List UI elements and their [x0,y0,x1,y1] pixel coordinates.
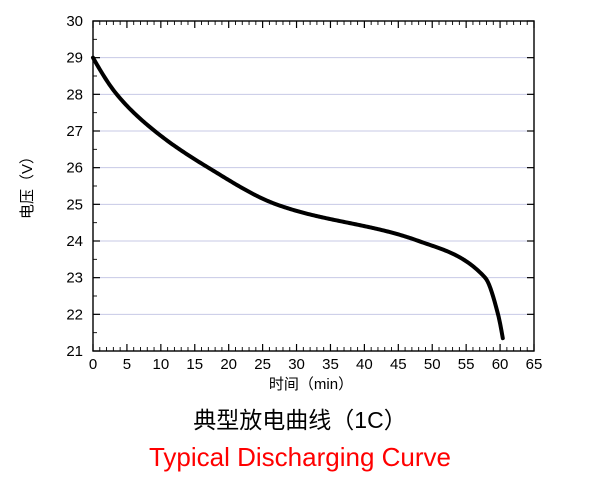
svg-text:15: 15 [186,356,203,373]
svg-text:5: 5 [123,356,131,373]
svg-text:21: 21 [66,343,83,360]
svg-text:65: 65 [526,356,543,373]
svg-text:55: 55 [458,356,475,373]
svg-text:22: 22 [66,306,83,323]
svg-text:27: 27 [66,123,83,140]
svg-text:典型放电曲线（1C）: 典型放电曲线（1C） [193,407,406,433]
svg-text:20: 20 [220,356,237,373]
svg-text:28: 28 [66,86,83,103]
svg-text:26: 26 [66,160,83,177]
svg-text:40: 40 [356,356,373,373]
svg-text:时间（min）: 时间（min） [269,376,353,393]
svg-text:29: 29 [66,50,83,67]
svg-text:电压（V）: 电压（V） [19,149,36,219]
svg-text:25: 25 [66,196,83,213]
svg-text:35: 35 [322,356,339,373]
svg-text:24: 24 [66,233,83,250]
svg-text:30: 30 [288,356,305,373]
svg-text:30: 30 [66,13,83,30]
svg-text:0: 0 [89,356,97,373]
svg-text:Typical Discharging Curve: Typical Discharging Curve [149,442,451,472]
svg-text:25: 25 [254,356,271,373]
svg-text:45: 45 [390,356,407,373]
svg-text:50: 50 [424,356,441,373]
svg-text:60: 60 [492,356,509,373]
svg-text:10: 10 [153,356,170,373]
svg-text:23: 23 [66,270,83,287]
